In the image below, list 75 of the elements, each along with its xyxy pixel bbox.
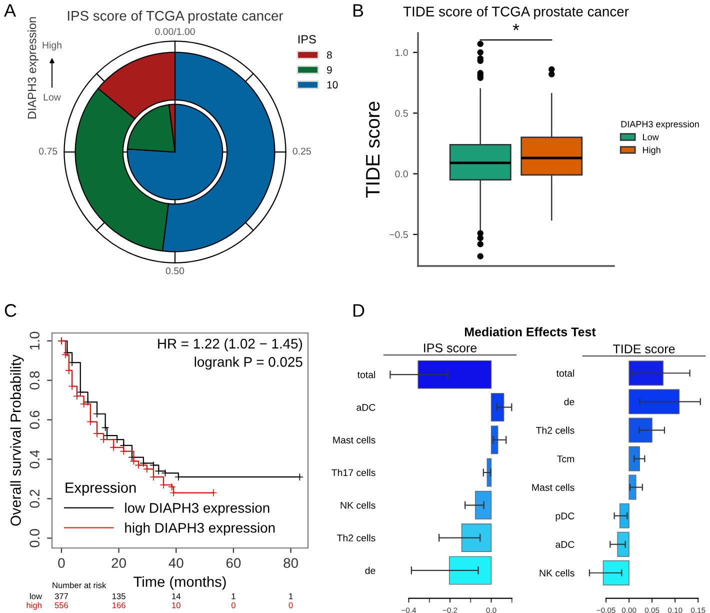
legend-label: High — [643, 146, 660, 155]
y-axis-title: Overall survival Probability — [10, 354, 24, 526]
text: B — [353, 4, 364, 17]
y-tick-label: de — [365, 566, 376, 574]
text: C — [4, 304, 16, 317]
y-tick-label: Th2 cells — [336, 534, 376, 542]
chart-title: Mediation Effects Test — [464, 327, 596, 336]
y-tick-label: 1.0 — [30, 332, 40, 350]
text: Low — [44, 94, 61, 101]
legend-label: low DIAPH3 expression — [125, 502, 270, 516]
x-tick-label: 80 — [284, 558, 298, 568]
text: 0 — [231, 602, 236, 608]
text: high — [26, 602, 42, 610]
x-tick-label: 60 — [226, 558, 241, 568]
y-tick-label: Th2 cells — [536, 426, 574, 434]
legend-label: 10 — [327, 81, 338, 89]
text: 166 — [112, 602, 126, 608]
x-tick-label: 20 — [112, 558, 126, 568]
y-tick-label: Th17 cells — [332, 468, 376, 476]
y-tick-label: 0.6 — [30, 410, 40, 429]
y-tick-label: 0.0 — [395, 170, 408, 178]
legend-title: IPS — [298, 35, 316, 44]
y-tick-label: Mast cells — [333, 436, 376, 444]
y-tick-label: 1.0 — [396, 49, 408, 56]
legend-label: Low — [643, 134, 659, 140]
y-tick-label: aDC — [356, 404, 376, 411]
legend-title: Expression — [66, 482, 136, 496]
legend-label: high DIAPH3 expression — [125, 522, 275, 536]
text: DIAPH3 expression — [28, 17, 38, 119]
text: 0.25 — [292, 148, 311, 155]
text: low — [30, 593, 42, 600]
annotation: HR = 1.22 (1.02 − 1.45) — [158, 338, 302, 352]
text: 377 — [54, 593, 68, 600]
x-tick-label: 40 — [168, 558, 184, 568]
text: 135 — [112, 593, 126, 600]
y-tick-label: NK cells — [540, 569, 574, 576]
legend-label: 8 — [326, 51, 332, 59]
y-axis-title: TIDE score — [366, 102, 380, 198]
text: 14 — [172, 593, 181, 600]
chart-title: IPS score of TCGA prostate cancer — [68, 10, 284, 24]
text: 10 — [172, 602, 180, 608]
y-tick-label: 0.2 — [30, 490, 40, 508]
text: 1 — [289, 593, 293, 600]
y-tick-label: 0.4 — [30, 450, 40, 468]
text: 0 — [288, 602, 293, 608]
y-tick-label: NK cells — [340, 502, 376, 509]
text: 1 — [232, 593, 236, 600]
text: A — [4, 4, 16, 17]
text: 556 — [54, 602, 68, 608]
text: 0.00/1.00 — [155, 28, 195, 35]
y-tick-label: aDC — [556, 541, 574, 548]
y-tick-label: 0.0 — [30, 529, 40, 548]
y-tick-label: de — [564, 398, 574, 406]
text: 0.50 — [166, 267, 184, 274]
text: Number at risk — [52, 582, 106, 588]
y-tick-label: total — [357, 371, 376, 378]
legend-label: 9 — [327, 66, 332, 74]
y-tick-label: pDC — [556, 512, 574, 522]
text: 0.75 — [39, 148, 58, 155]
annotation: logrank P = 0.025 — [194, 356, 302, 370]
text: D — [353, 304, 364, 317]
x-tick-label: 0 — [58, 558, 65, 568]
chart-subtitle: IPS score — [424, 343, 477, 352]
text: * — [512, 24, 520, 30]
chart-title: TIDE score — [613, 344, 675, 354]
y-tick-label: Tcm — [557, 456, 574, 462]
text: High — [42, 41, 62, 51]
y-tick-label: −0.5 — [390, 231, 408, 238]
legend-title: DIAPH3 expression — [621, 120, 699, 130]
chart-title: TIDE score of TCGA prostate cancer — [403, 6, 629, 20]
y-tick-label: Mast cells — [532, 484, 574, 491]
y-tick-label: 0.5 — [395, 110, 408, 117]
y-tick-label: total — [556, 370, 574, 377]
y-tick-label: 0.8 — [30, 371, 40, 390]
x-axis-title: Time (months) — [134, 576, 226, 590]
